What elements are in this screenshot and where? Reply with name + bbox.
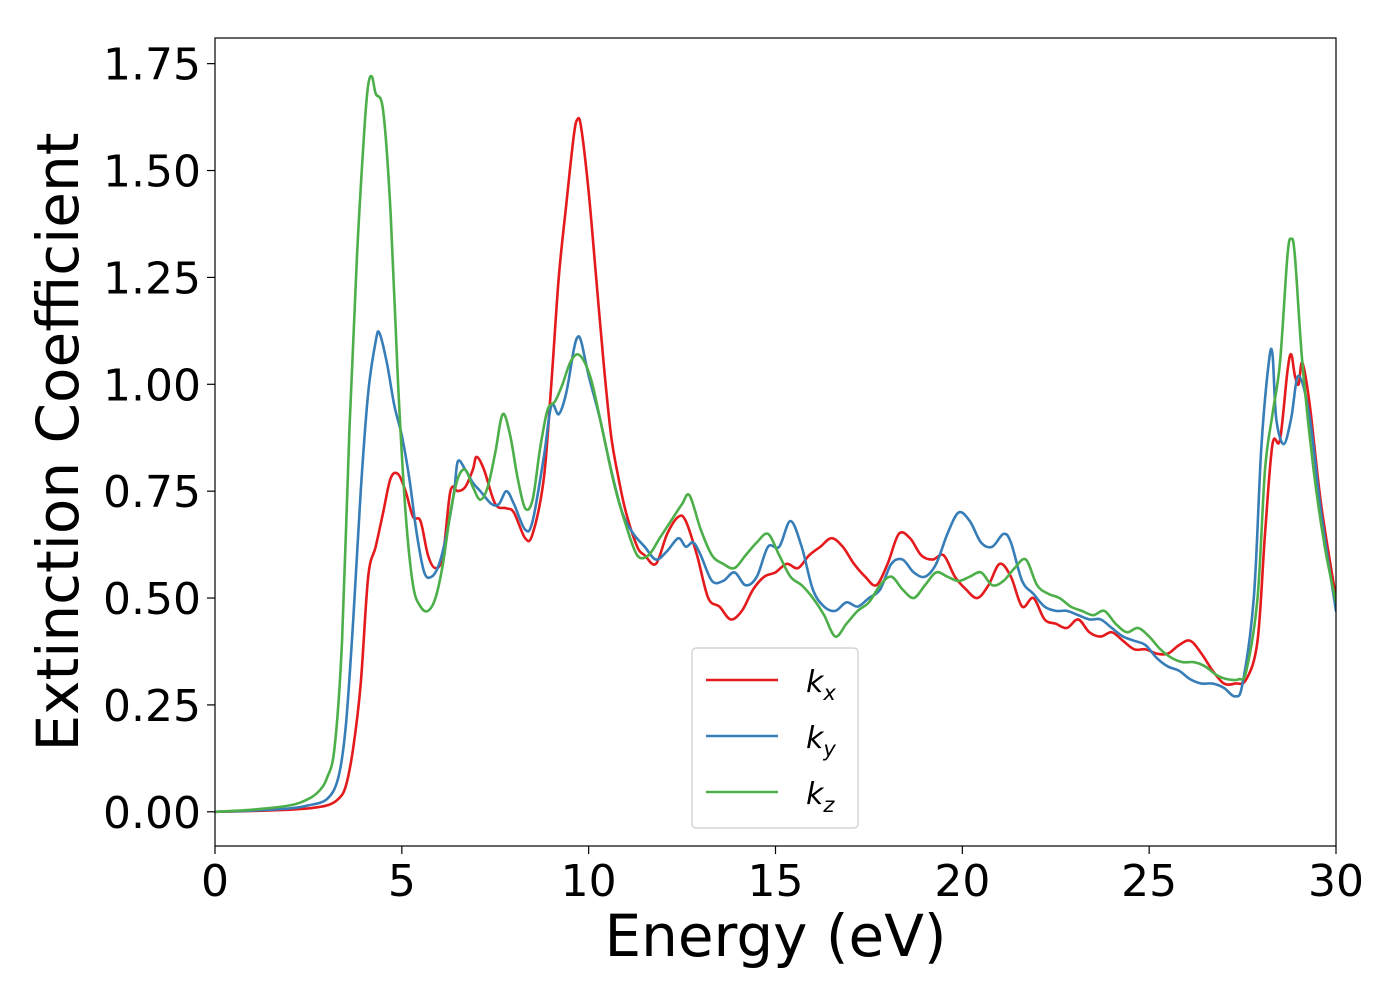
y-tick-label: 0.25 — [103, 681, 201, 732]
legend-label-subscript: z — [822, 793, 835, 817]
legend-box — [691, 647, 859, 829]
y-tick-label: 1.50 — [103, 147, 201, 198]
legend-label-kz: kz — [806, 777, 835, 817]
y-tick-label: 1.75 — [103, 40, 201, 91]
x-axis-ticks: 0 5 10 15 20 25 30 — [201, 846, 1364, 907]
x-tick-label: 20 — [934, 856, 990, 907]
legend-label-ky: ky — [806, 721, 836, 761]
y-axis-label: Extinction Coefficient — [24, 133, 92, 752]
x-tick-label: 5 — [388, 856, 416, 907]
x-tick-label: 0 — [201, 856, 229, 907]
legend-label-base: k — [806, 777, 825, 812]
y-tick-label: 0.75 — [103, 467, 201, 518]
y-tick-label: 0.50 — [103, 574, 201, 625]
x-tick-label: 10 — [561, 856, 617, 907]
x-axis-label: Energy (eV) — [604, 902, 946, 970]
legend-label-subscript: x — [822, 681, 836, 705]
y-tick-label: 1.00 — [103, 360, 201, 411]
legend-label-subscript: y — [822, 737, 836, 761]
y-axis-ticks: 0.00 0.25 0.50 0.75 1.00 1.25 1.50 1.75 — [103, 40, 215, 839]
legend-label-kx: kx — [806, 665, 836, 705]
y-tick-label: 0.00 — [103, 788, 201, 839]
x-tick-label: 25 — [1121, 856, 1177, 907]
legend-label-base: k — [806, 665, 825, 700]
series-layer — [215, 74, 1336, 814]
series-line-kz — [215, 74, 1336, 814]
series-line-ky — [215, 330, 1336, 814]
y-tick-label: 1.25 — [103, 253, 201, 304]
x-tick-label: 30 — [1308, 856, 1364, 907]
x-tick-label: 15 — [748, 856, 804, 907]
legend-label-base: k — [806, 721, 825, 756]
